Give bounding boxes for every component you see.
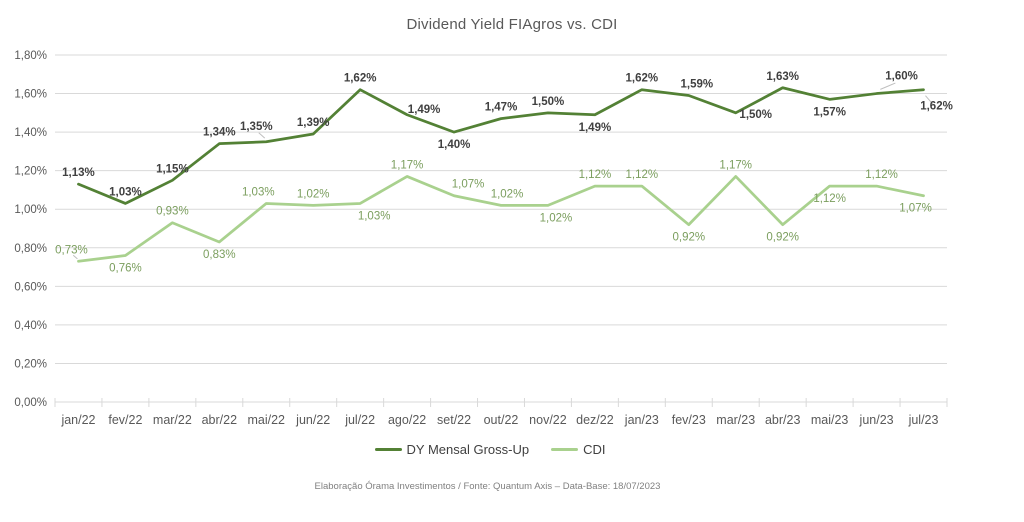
svg-text:1,17%: 1,17% <box>719 159 752 171</box>
svg-text:jun/23: jun/23 <box>859 413 894 427</box>
svg-text:1,12%: 1,12% <box>579 169 612 181</box>
svg-text:1,50%: 1,50% <box>739 109 772 121</box>
svg-text:1,60%: 1,60% <box>885 71 918 83</box>
legend-item-dy-mensal-gross-up: DY Mensal Gross-Up <box>374 442 530 457</box>
svg-text:0,92%: 0,92% <box>766 232 799 244</box>
svg-text:1,20%: 1,20% <box>14 166 47 178</box>
svg-text:1,40%: 1,40% <box>438 139 471 151</box>
svg-text:1,47%: 1,47% <box>485 102 518 114</box>
chart-title: Dividend Yield FIAgros vs. CDI <box>406 16 618 33</box>
svg-text:out/22: out/22 <box>484 413 519 427</box>
svg-text:mar/23: mar/23 <box>716 413 755 427</box>
svg-text:1,03%: 1,03% <box>242 186 275 198</box>
svg-text:1,12%: 1,12% <box>813 193 846 205</box>
svg-text:0,83%: 0,83% <box>203 249 236 261</box>
svg-text:1,07%: 1,07% <box>452 179 485 191</box>
legend-label-cdi: CDI <box>583 442 606 457</box>
svg-text:mai/23: mai/23 <box>811 413 849 427</box>
svg-text:1,80%: 1,80% <box>14 50 47 62</box>
svg-text:0,00%: 0,00% <box>14 397 47 409</box>
svg-text:abr/23: abr/23 <box>765 413 800 427</box>
svg-text:ago/22: ago/22 <box>388 413 426 427</box>
svg-text:1,59%: 1,59% <box>680 78 713 90</box>
svg-text:1,39%: 1,39% <box>297 117 330 129</box>
legend-swatch-dy-mensal-gross-up <box>374 447 402 452</box>
svg-text:1,13%: 1,13% <box>62 167 95 179</box>
svg-text:1,12%: 1,12% <box>865 169 898 181</box>
svg-text:1,03%: 1,03% <box>358 210 391 222</box>
svg-text:1,60%: 1,60% <box>14 89 47 101</box>
svg-text:abr/22: abr/22 <box>202 413 237 427</box>
svg-text:1,00%: 1,00% <box>14 204 47 216</box>
svg-text:1,40%: 1,40% <box>14 127 47 139</box>
svg-text:nov/22: nov/22 <box>529 413 567 427</box>
svg-text:1,12%: 1,12% <box>626 169 659 181</box>
svg-text:1,02%: 1,02% <box>540 212 573 224</box>
svg-text:1,02%: 1,02% <box>491 188 524 200</box>
svg-text:fev/23: fev/23 <box>672 413 706 427</box>
svg-text:0,40%: 0,40% <box>14 320 47 332</box>
svg-text:0,80%: 0,80% <box>14 243 47 255</box>
svg-text:1,57%: 1,57% <box>813 106 846 118</box>
svg-text:1,49%: 1,49% <box>408 104 441 116</box>
svg-text:1,50%: 1,50% <box>532 96 565 108</box>
svg-text:1,62%: 1,62% <box>344 73 377 85</box>
svg-text:jun/22: jun/22 <box>295 413 330 427</box>
svg-text:1,03%: 1,03% <box>109 186 142 198</box>
svg-text:0,76%: 0,76% <box>109 262 142 274</box>
svg-text:1,07%: 1,07% <box>899 203 932 215</box>
svg-text:1,34%: 1,34% <box>203 127 236 139</box>
svg-text:1,63%: 1,63% <box>766 71 799 83</box>
svg-text:mar/22: mar/22 <box>153 413 192 427</box>
svg-text:1,02%: 1,02% <box>297 188 330 200</box>
svg-text:jan/23: jan/23 <box>624 413 659 427</box>
legend-label-dy-mensal-gross-up: DY Mensal Gross-Up <box>406 442 530 457</box>
svg-text:1,17%: 1,17% <box>391 159 424 171</box>
svg-text:1,62%: 1,62% <box>920 101 953 113</box>
svg-text:jul/22: jul/22 <box>344 413 375 427</box>
plot-area: 0,00% 0,20% 0,40% 0,60% 0,80% 1,00% 1,20% 1,40%… <box>14 50 953 427</box>
svg-text:0,92%: 0,92% <box>672 232 705 244</box>
svg-text:1,62%: 1,62% <box>626 73 659 85</box>
source-note: Elaboração Órama Investimentos / Fonte: … <box>314 481 661 492</box>
svg-text:1,15%: 1,15% <box>156 163 189 175</box>
svg-text:1,49%: 1,49% <box>579 122 612 134</box>
legend: DY Mensal Gross-Up CDI <box>0 442 980 457</box>
svg-text:dez/22: dez/22 <box>576 413 614 427</box>
svg-text:1,35%: 1,35% <box>240 121 273 133</box>
svg-text:set/22: set/22 <box>437 413 471 427</box>
svg-text:fev/22: fev/22 <box>108 413 142 427</box>
legend-item-cdi: CDI <box>551 442 605 457</box>
legend-swatch-cdi <box>551 447 579 452</box>
svg-text:jul/23: jul/23 <box>908 413 939 427</box>
svg-text:0,20%: 0,20% <box>14 358 47 370</box>
svg-text:mai/22: mai/22 <box>247 413 285 427</box>
svg-text:0,73%: 0,73% <box>55 244 88 256</box>
svg-text:0,60%: 0,60% <box>14 281 47 293</box>
svg-text:jan/22: jan/22 <box>60 413 95 427</box>
svg-text:0,93%: 0,93% <box>156 206 189 218</box>
